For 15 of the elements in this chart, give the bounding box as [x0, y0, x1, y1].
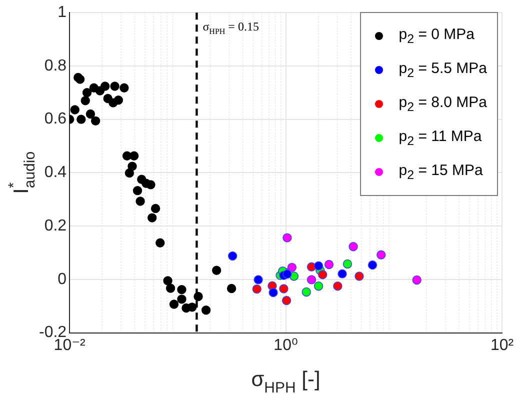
x-tick-label: 10⁻² — [54, 336, 86, 354]
y-axis-title: I*audio — [6, 151, 38, 194]
y-tick-label: 0.2 — [44, 217, 67, 234]
y-tick-label: 1 — [58, 4, 67, 22]
y-tick-label: 0.4 — [44, 164, 67, 182]
y-tick-label: 0 — [58, 270, 67, 288]
x-tick-label: 10² — [490, 336, 514, 354]
legend-label: p$_{2}$ = 0 MPa — [398, 26, 474, 46]
y-tick-label: 0.8 — [44, 57, 67, 74]
y-tick-label: 0.6 — [44, 110, 67, 128]
legend-label: p$_{2}$ = 5.5 MPa — [398, 60, 487, 80]
x-tick-label: 10⁰ — [274, 336, 298, 354]
legend-label: p$_{2}$ = 15 MPa — [398, 162, 483, 182]
legend-label: p$_{2}$ = 8.0 MPa — [398, 94, 487, 114]
legend-label: p$_{2}$ = 11 MPa — [398, 128, 482, 148]
